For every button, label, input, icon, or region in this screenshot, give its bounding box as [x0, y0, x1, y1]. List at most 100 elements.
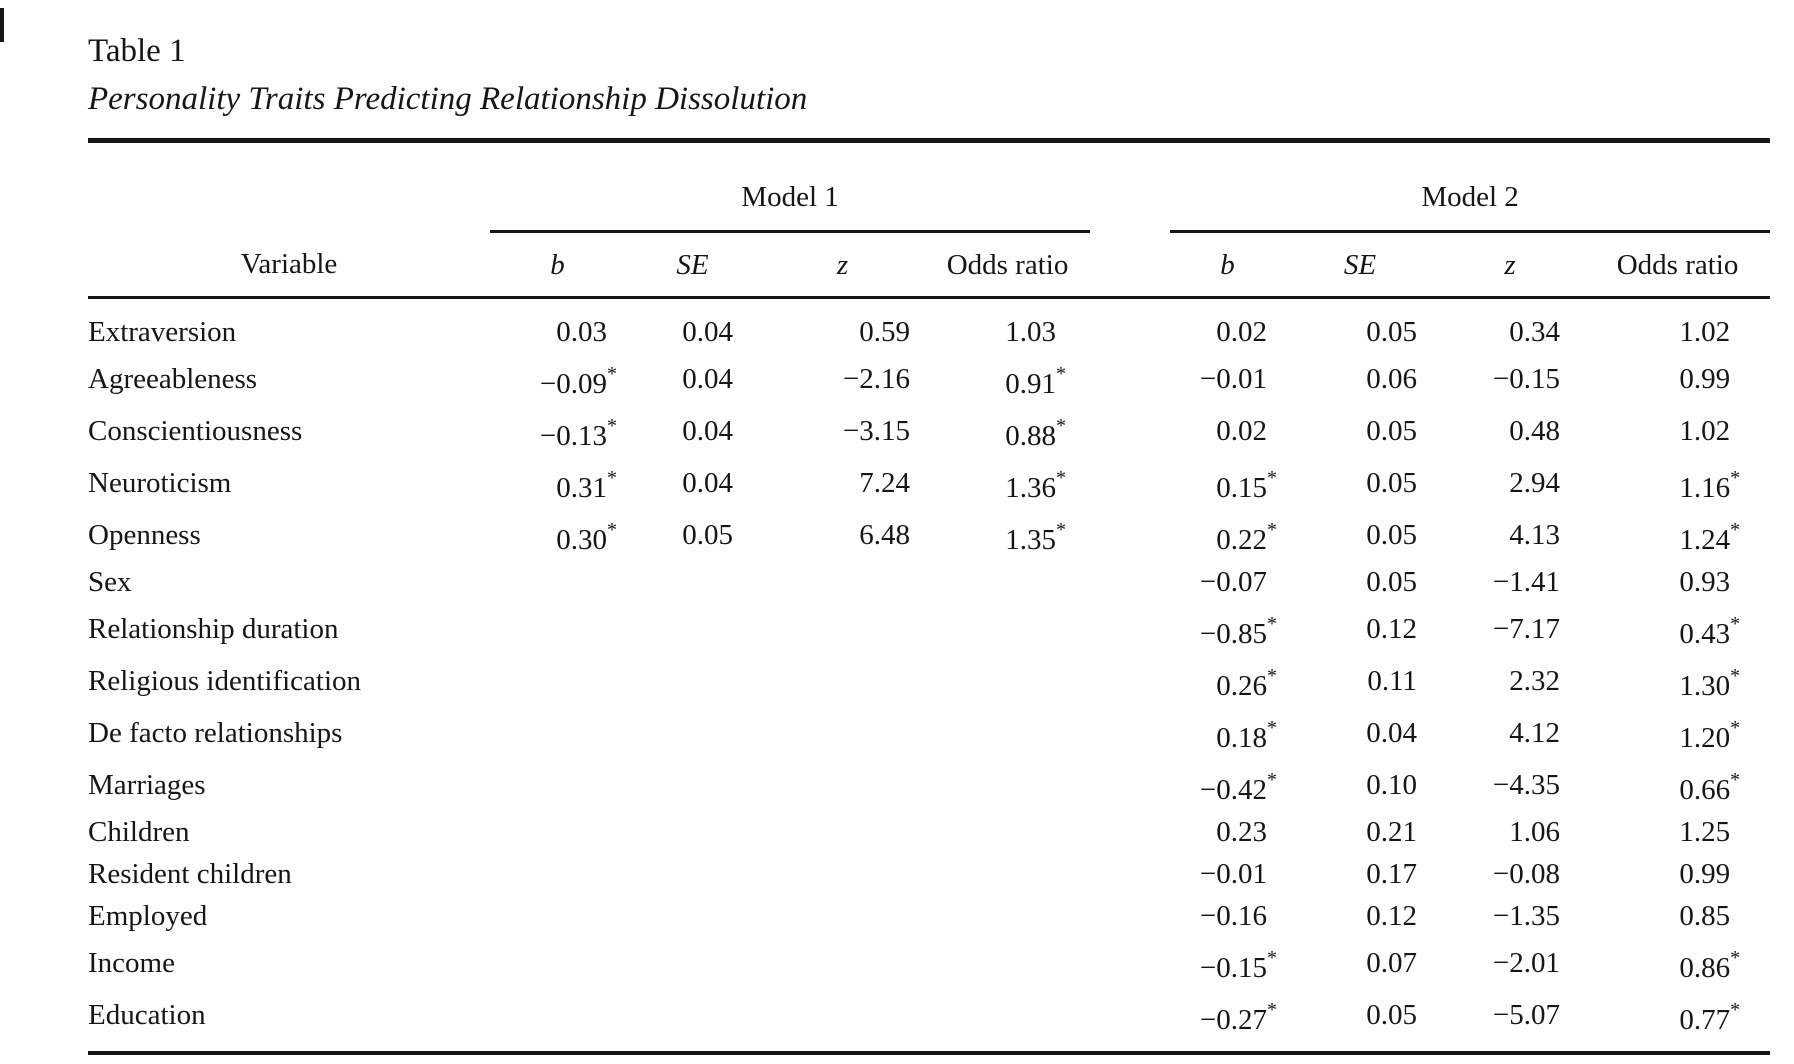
- value-cell: [760, 759, 925, 811]
- value-cell: [760, 853, 925, 895]
- value-cell: 1.02: [1679, 415, 1731, 447]
- value-cell: [925, 811, 1090, 853]
- value-cell: 4.12: [1509, 717, 1561, 749]
- value-cell: [925, 759, 1090, 811]
- variable-cell: Income: [88, 947, 175, 979]
- value-cell: −4.35: [1492, 769, 1561, 801]
- value-cell: 0.31*: [556, 467, 617, 504]
- value-cell: 0.05: [1366, 415, 1418, 447]
- value-cell: 2.32: [1509, 665, 1561, 697]
- value-cell: −0.13*: [539, 415, 617, 452]
- gap-cell: [1090, 405, 1170, 457]
- gap-cell: [1090, 231, 1171, 299]
- value-cell: [625, 853, 760, 895]
- value-cell: [925, 561, 1090, 603]
- value-cell: 1.16*: [1679, 467, 1741, 504]
- m1-se-header: SE: [625, 231, 760, 299]
- variable-cell: Sex: [88, 566, 132, 598]
- model1-header: Model 1: [490, 140, 1091, 233]
- variable-cell: Resident children: [88, 858, 292, 890]
- m2-odds-ratio-header: Odds ratio: [1585, 231, 1771, 299]
- value-cell: 0.48: [1509, 415, 1561, 447]
- value-cell: 0.26*: [1216, 665, 1278, 702]
- value-cell: 0.30*: [556, 519, 617, 556]
- value-cell: [925, 937, 1090, 989]
- table-row: Resident children −0.01 0.17 −0.08 0.99: [88, 853, 1770, 895]
- m1-b-header: b: [490, 231, 625, 299]
- variable-cell: Employed: [88, 900, 208, 932]
- value-cell: [760, 603, 925, 655]
- value-cell: [760, 937, 925, 989]
- value-cell: 0.05: [1366, 566, 1418, 598]
- model2-header: Model 2: [1170, 140, 1771, 233]
- value-cell: 0.05: [682, 519, 733, 551]
- gap-cell: [1090, 853, 1170, 895]
- value-cell: 7.24: [859, 467, 910, 499]
- variable-column-header: Variable: [88, 231, 490, 299]
- value-cell: 1.36*: [1005, 467, 1067, 504]
- value-cell: 0.10: [1366, 769, 1418, 801]
- value-cell: [490, 811, 625, 853]
- value-cell: −0.09*: [539, 363, 617, 400]
- variable-cell: De facto relationships: [88, 717, 343, 749]
- value-cell: 0.05: [1366, 519, 1418, 551]
- value-cell: [625, 603, 760, 655]
- gap-cell: [1090, 603, 1170, 655]
- value-cell: [490, 561, 625, 603]
- value-cell: [625, 811, 760, 853]
- value-cell: [625, 707, 760, 759]
- gap-cell: [1090, 561, 1170, 603]
- table-row: Religious identification 0.26* 0.11 2.32 1.3…: [88, 655, 1770, 707]
- variable-cell: Marriages: [88, 769, 206, 801]
- value-cell: [760, 561, 925, 603]
- value-cell: 0.15*: [1216, 467, 1278, 504]
- value-cell: 0.12: [1366, 900, 1418, 932]
- value-cell: 0.59: [859, 316, 910, 348]
- gap-cell: [1090, 895, 1170, 937]
- m2-b-header: b: [1170, 231, 1286, 299]
- gap-cell: [1090, 298, 1170, 354]
- value-cell: 0.11: [1367, 665, 1418, 697]
- table-row: Children 0.23 0.21 1.06 1.25: [88, 811, 1770, 853]
- table-row: Conscientiousness −0.13* 0.04 −3.15 0.88* 0.0…: [88, 405, 1770, 457]
- value-cell: [625, 561, 760, 603]
- value-cell: −0.42*: [1199, 769, 1278, 806]
- value-cell: 1.06: [1509, 816, 1561, 848]
- value-cell: 0.99: [1679, 363, 1731, 395]
- value-cell: −0.07: [1199, 566, 1268, 598]
- table-title: Personality Traits Predicting Relationsh…: [88, 81, 808, 117]
- variable-cell: Agreeableness: [88, 363, 258, 395]
- value-cell: 0.04: [682, 467, 733, 499]
- value-cell: [490, 707, 625, 759]
- value-cell: −0.15*: [1199, 947, 1278, 984]
- value-cell: 0.07: [1366, 947, 1418, 979]
- gap-cell: [1090, 811, 1170, 853]
- value-cell: −1.41: [1492, 566, 1561, 598]
- value-cell: [625, 759, 760, 811]
- value-cell: 0.85: [1679, 900, 1731, 932]
- gap-cell: [1090, 509, 1170, 561]
- value-cell: 1.20*: [1679, 717, 1741, 754]
- value-cell: 0.04: [1366, 717, 1418, 749]
- column-header-row: Variable b SE z Odds ratio b SE z Odds r…: [88, 231, 1771, 299]
- value-cell: −0.85*: [1199, 613, 1278, 650]
- value-cell: 0.18*: [1216, 717, 1278, 754]
- gap-cell: [1090, 655, 1170, 707]
- value-cell: 0.66*: [1679, 769, 1741, 806]
- value-cell: [625, 655, 760, 707]
- table-row: Agreeableness −0.09* 0.04 −2.16 0.91* −0.01 0.…: [88, 353, 1770, 405]
- table-row: Sex −0.07 0.05 −1.41 0.93: [88, 561, 1770, 603]
- table-row: Education −0.27* 0.05 −5.07 0.77*: [88, 989, 1770, 1053]
- value-cell: [625, 895, 760, 937]
- value-cell: 0.77*: [1679, 999, 1741, 1036]
- value-cell: 0.02: [1216, 316, 1268, 348]
- value-cell: 0.99: [1679, 858, 1731, 890]
- value-cell: 0.04: [682, 316, 733, 348]
- value-cell: −2.01: [1492, 947, 1561, 979]
- value-cell: [925, 989, 1090, 1053]
- value-cell: 1.02: [1679, 316, 1731, 348]
- value-cell: −0.16: [1199, 900, 1268, 932]
- variable-cell: Conscientiousness: [88, 415, 303, 447]
- value-cell: −0.01: [1199, 858, 1268, 890]
